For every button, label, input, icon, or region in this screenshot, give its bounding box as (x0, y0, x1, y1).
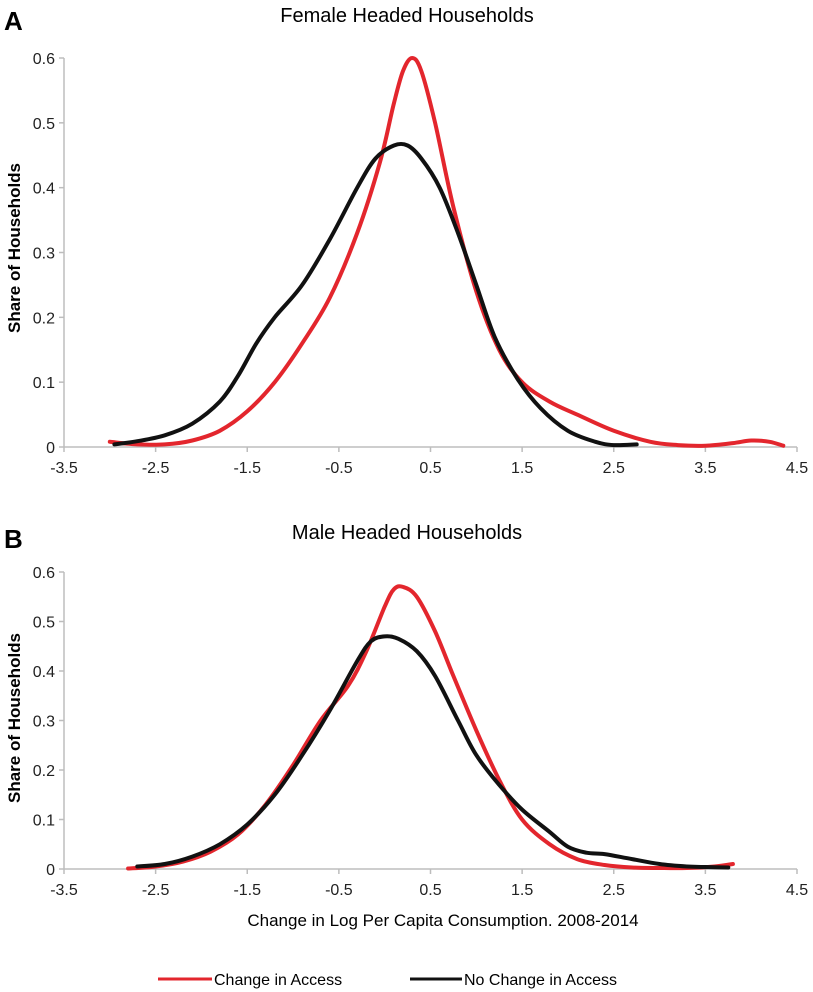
series-lines-female (107, 56, 786, 448)
y-tick-label-male-6: 0.6 (33, 565, 55, 582)
x-ticks-female: -3.5 -2.5 -1.5 -0.5 0.5 1.5 2.5 3.5 4.5 (50, 447, 808, 477)
x-tick-label-female-0: -3.5 (50, 460, 78, 477)
y-tick-label-female-5: 0.5 (33, 116, 55, 133)
chart-title-female: Female Headed Households (280, 5, 534, 27)
series-lines-male (126, 584, 735, 871)
chart-title-male: Male Headed Households (292, 522, 522, 544)
y-tick-label-female-1: 0.1 (33, 375, 55, 392)
x-tick-label-male-8: 4.5 (786, 882, 808, 899)
legend-label-change-in-access: Change in Access (214, 972, 342, 989)
y-ticks-male: 0 0.1 0.2 0.3 0.4 0.5 0.6 (33, 565, 64, 879)
x-tick-label-female-5: 1.5 (511, 460, 533, 477)
series-line-no-change-in-access-male (135, 634, 731, 870)
x-tick-label-male-6: 2.5 (603, 882, 625, 899)
x-tick-label-female-1: -2.5 (142, 460, 170, 477)
y-tick-label-male-1: 0.1 (33, 813, 55, 830)
axes-female (63, 58, 797, 448)
x-tick-label-female-3: -0.5 (325, 460, 353, 477)
x-tick-label-female-8: 4.5 (786, 460, 808, 477)
panel-male-headed-households: B Male Headed Households Share of Househ… (4, 522, 808, 930)
y-tick-label-male-2: 0.2 (33, 763, 55, 780)
y-ticks-female: 0 0.1 0.2 0.3 0.4 0.5 0.6 (33, 51, 64, 457)
panel-letter-b: B (4, 524, 23, 554)
x-ticks-male: -3.5 -2.5 -1.5 -0.5 0.5 1.5 2.5 3.5 4.5 (50, 869, 808, 899)
series-line-change-in-access-female (107, 56, 786, 448)
x-tick-label-female-2: -1.5 (233, 460, 261, 477)
x-tick-label-female-6: 2.5 (603, 460, 625, 477)
x-tick-label-male-3: -0.5 (325, 882, 353, 899)
y-tick-label-female-4: 0.4 (33, 181, 55, 198)
panel-female-headed-households: A Female Headed Households Share of Hous… (4, 5, 808, 477)
x-tick-label-male-2: -1.5 (233, 882, 261, 899)
y-axis-label-female: Share of Households (5, 163, 24, 333)
x-tick-label-male-0: -3.5 (50, 882, 78, 899)
x-tick-label-female-4: 0.5 (419, 460, 441, 477)
panel-letter-a: A (4, 6, 23, 36)
x-tick-label-male-1: -2.5 (142, 882, 170, 899)
x-axis-label: Change in Log Per Capita Consumption. 20… (247, 911, 638, 930)
y-axis-label-male: Share of Households (5, 633, 24, 803)
axes-male (63, 572, 797, 870)
x-tick-label-male-7: 3.5 (694, 882, 716, 899)
y-tick-label-male-3: 0.3 (33, 714, 55, 731)
x-tick-label-male-4: 0.5 (419, 882, 441, 899)
y-tick-label-male-4: 0.4 (33, 664, 55, 681)
legend-label-no-change-in-access: No Change in Access (464, 972, 617, 989)
legend: Change in Access No Change in Access (158, 972, 617, 989)
series-line-change-in-access-male (126, 584, 735, 871)
x-tick-label-female-7: 3.5 (694, 460, 716, 477)
x-tick-label-male-5: 1.5 (511, 882, 533, 899)
y-tick-label-male-5: 0.5 (33, 615, 55, 632)
y-tick-label-female-3: 0.3 (33, 246, 55, 263)
y-tick-label-female-6: 0.6 (33, 51, 55, 68)
series-line-no-change-in-access-female (112, 141, 639, 448)
y-tick-label-female-2: 0.2 (33, 310, 55, 327)
y-tick-label-male-0: 0 (46, 862, 55, 879)
y-tick-label-female-0: 0 (46, 440, 55, 457)
